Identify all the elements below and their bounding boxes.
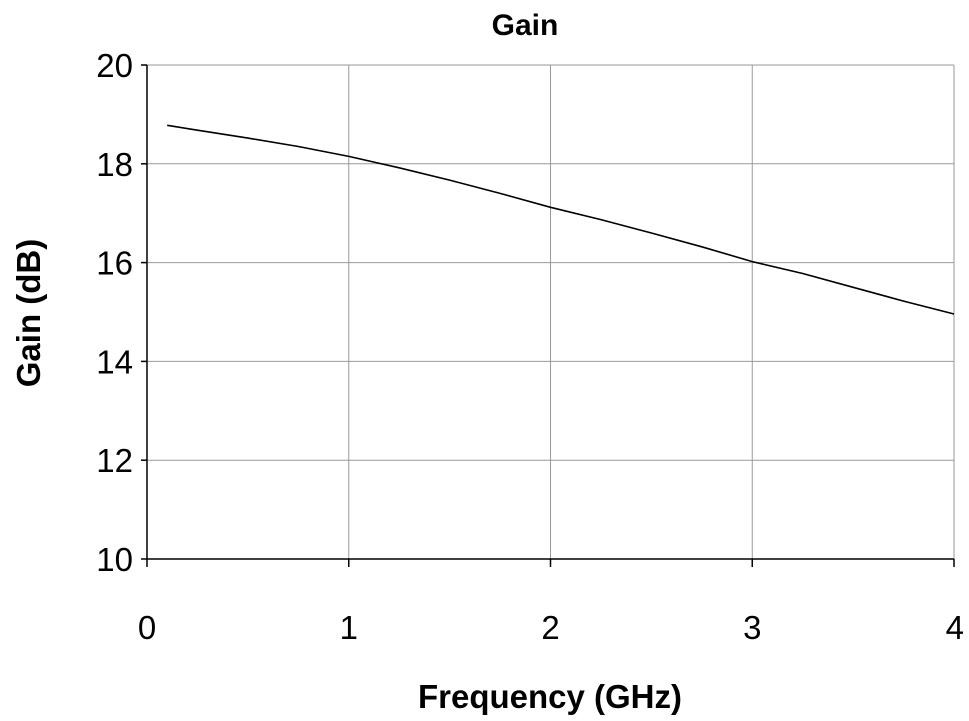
x-axis-label: Frequency (GHz) [418, 678, 682, 715]
x-tick-label-0: 0 [138, 609, 156, 646]
x-tick-label-1: 1 [340, 609, 358, 646]
grid-lines [147, 64, 955, 559]
x-tick-label-3: 3 [743, 609, 761, 646]
series-line-0 [167, 124, 955, 315]
x-tick-label-4: 4 [946, 609, 964, 646]
series-lines [167, 124, 955, 315]
y-tick-label-2: 14 [96, 343, 133, 380]
y-tick-label-3: 16 [96, 245, 133, 282]
y-tick-label-4: 18 [96, 146, 133, 183]
y-tick-label-1: 12 [96, 442, 133, 479]
x-tick-label-2: 2 [541, 609, 559, 646]
y-axis-label: Gain (dB) [10, 239, 47, 387]
y-tick-label-5: 20 [96, 47, 133, 84]
axes [141, 64, 955, 567]
chart-title: Gain [492, 9, 559, 42]
y-tick-label-0: 10 [96, 541, 133, 578]
